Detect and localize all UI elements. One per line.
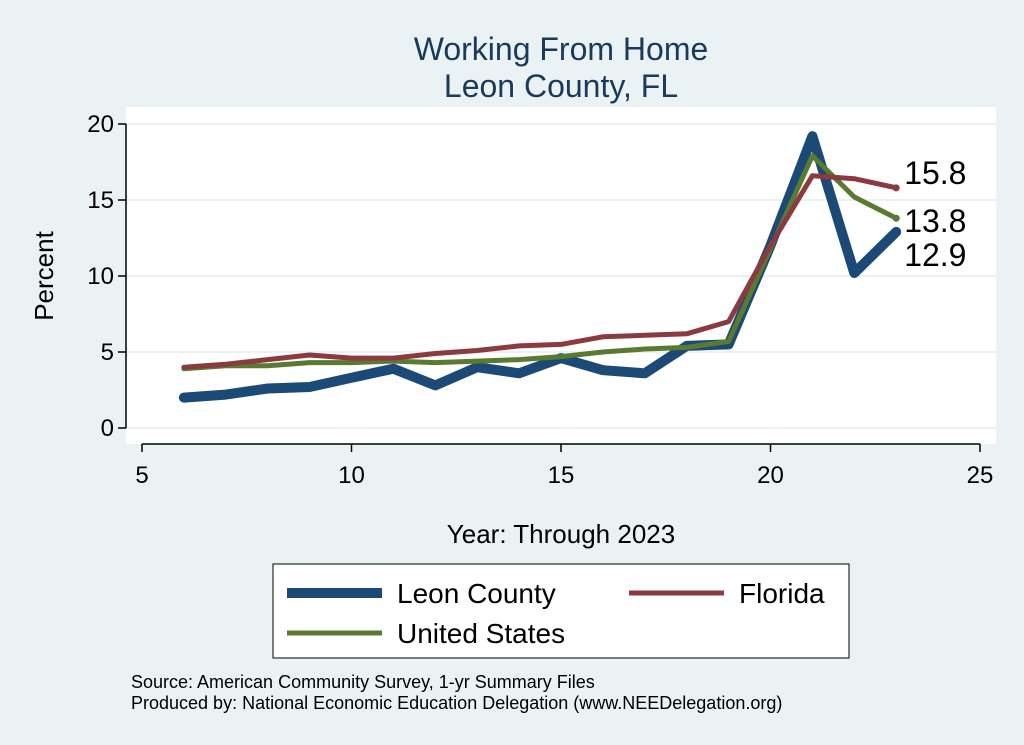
legend-label-united-states: United States: [397, 618, 565, 649]
chart-title: Working From Home: [414, 31, 709, 67]
legend-box: [272, 563, 850, 659]
source-line-1: Source: American Community Survey, 1-yr …: [131, 672, 595, 692]
y-tick-label-0: 0: [101, 415, 114, 442]
end-label-florida: 15.8: [904, 155, 966, 191]
series-line-florida: [181, 173, 899, 370]
x-tick-label-15: 15: [548, 462, 575, 489]
legend-label-florida: Florida: [739, 578, 825, 609]
end-label-leon-county: 12.9: [904, 237, 966, 273]
y-axis-label: Percent: [29, 230, 59, 320]
series-lines: [178, 131, 902, 403]
end-point-united-states: [892, 214, 900, 222]
end-point-florida: [892, 184, 900, 192]
legend: Leon County Florida United States: [272, 563, 850, 659]
x-tick-label-20: 20: [757, 462, 784, 489]
y-tick-label-15: 15: [87, 187, 114, 214]
legend-label-leon-county: Leon County: [397, 578, 556, 609]
x-tick-label-10: 10: [338, 462, 365, 489]
x-tick-label-25: 25: [967, 462, 994, 489]
x-axis-label: Year: Through 2023: [447, 519, 675, 549]
y-tick-label-20: 20: [87, 111, 114, 138]
end-labels: 15.8 13.812.9: [892, 155, 966, 273]
y-tick-label-10: 10: [87, 263, 114, 290]
end-label-united-states: 13.8: [904, 203, 966, 239]
end-point-leon-county: [892, 228, 900, 236]
chart-subtitle: Leon County, FL: [444, 68, 678, 104]
x-tick-label-5: 5: [135, 462, 148, 489]
y-tick-label-5: 5: [101, 339, 114, 366]
source-line-2: Produced by: National Economic Education…: [131, 693, 782, 713]
